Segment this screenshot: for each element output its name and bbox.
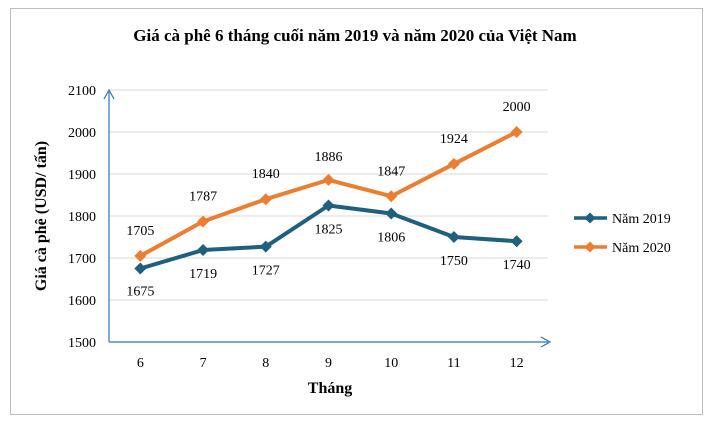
x-tick-label: 11 xyxy=(447,356,460,371)
x-tick-labels: 6 7 8 9 10 11 12 xyxy=(137,356,524,371)
data-point-marker xyxy=(322,173,335,186)
data-label: 1787 xyxy=(189,189,217,204)
y-tick-label: 1600 xyxy=(68,294,96,309)
data-label: 1886 xyxy=(315,150,343,165)
legend-label: Năm 2019 xyxy=(612,212,671,227)
y-tick-label: 2000 xyxy=(68,126,96,141)
x-tick-label: 8 xyxy=(262,356,269,371)
data-point-marker xyxy=(447,157,460,170)
data-label: 1675 xyxy=(126,285,154,300)
y-tick-label: 1700 xyxy=(68,252,96,267)
data-label: 1750 xyxy=(440,254,468,269)
data-point-marker xyxy=(385,207,398,220)
y-tick-label: 1500 xyxy=(68,336,96,351)
data-point-marker xyxy=(322,199,335,212)
data-point-marker xyxy=(197,244,210,257)
legend-marker xyxy=(584,212,596,224)
y-tick-label: 2100 xyxy=(68,84,96,99)
data-point-marker xyxy=(134,262,147,275)
legend: Năm 2019 Năm 2020 xyxy=(574,212,671,256)
x-tick-label: 10 xyxy=(384,356,398,371)
x-tick-label: 7 xyxy=(200,356,207,371)
gridlines xyxy=(109,89,548,301)
data-label: 1924 xyxy=(440,132,468,147)
y-tick-labels: 1500 1600 1700 1800 1900 2000 2100 xyxy=(68,84,96,351)
series xyxy=(134,126,523,275)
data-label: 1705 xyxy=(126,224,154,239)
chart-title: Giá cà phê 6 tháng cuối năm 2019 và năm … xyxy=(133,26,576,45)
chart-frame xyxy=(10,8,703,415)
y-tick-label: 1800 xyxy=(68,210,96,225)
data-point-marker xyxy=(385,190,398,203)
data-label: 1719 xyxy=(189,267,217,282)
data-label: 1806 xyxy=(377,230,405,245)
data-label: 1740 xyxy=(503,258,531,273)
y-tick-label: 1900 xyxy=(68,168,96,183)
data-point-marker xyxy=(134,249,147,262)
x-tick-label: 12 xyxy=(510,356,524,371)
axes xyxy=(103,88,552,348)
x-tick-label: 6 xyxy=(137,356,144,371)
data-label: 2000 xyxy=(503,100,531,115)
x-tick-label: 9 xyxy=(325,356,332,371)
data-labels: 1675 1719 1727 1825 1806 1750 1740 1705 1787 1840… xyxy=(126,100,530,300)
data-point-marker xyxy=(197,215,210,228)
data-label: 1825 xyxy=(315,223,343,238)
x-axis-label: Tháng xyxy=(308,380,352,397)
y-axis-arrow xyxy=(103,88,115,100)
data-point-marker xyxy=(447,231,460,243)
data-point-marker xyxy=(259,193,272,206)
data-point-marker xyxy=(510,235,523,248)
data-label: 1847 xyxy=(377,164,405,179)
legend-label: Năm 2020 xyxy=(612,241,671,256)
x-axis-arrow xyxy=(540,336,552,348)
data-point-marker xyxy=(259,240,272,253)
y-axis-label: Giá cà phê (USD/ tấn) xyxy=(33,141,50,291)
data-label: 1840 xyxy=(252,167,280,182)
data-point-marker xyxy=(510,126,523,138)
data-label: 1727 xyxy=(252,264,280,279)
legend-marker xyxy=(584,241,596,253)
